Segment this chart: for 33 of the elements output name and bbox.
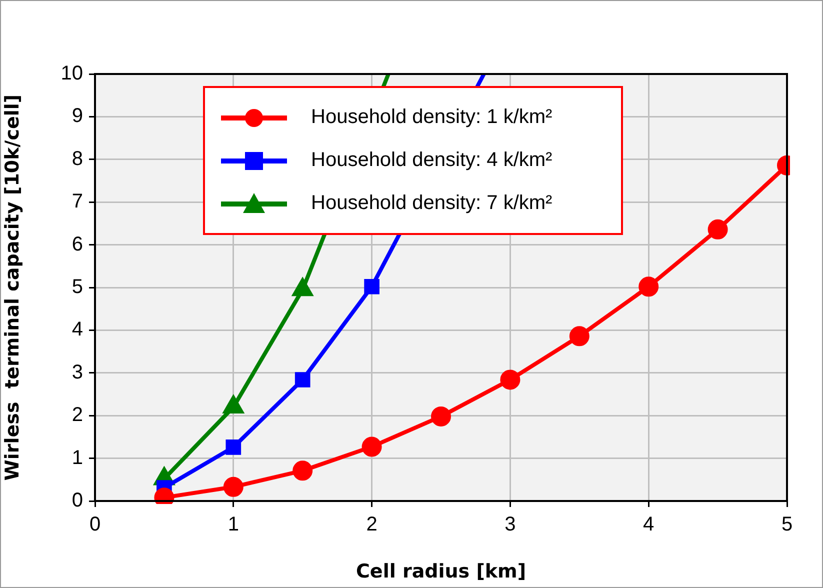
- point: [226, 440, 242, 455]
- y-tick-label: 4: [72, 318, 83, 341]
- point: [638, 276, 659, 297]
- legend-label: Household density: 7 k/km²: [311, 192, 552, 215]
- legend-label: Household density: 4 k/km²: [311, 149, 552, 172]
- y-tick-label: 1: [72, 446, 83, 469]
- point: [362, 436, 382, 457]
- x-tick-label: 2: [366, 514, 378, 536]
- y-tick-label: 0: [72, 490, 83, 512]
- x-tick-label: 1: [228, 514, 239, 536]
- y-axis-title: Wirless terminal capacity [10k/cell]: [1, 94, 24, 481]
- point: [294, 372, 310, 388]
- y-tick-label: 6: [72, 233, 83, 256]
- x-axis-title: Cell radius [km]: [356, 560, 526, 583]
- x-tick-label: 3: [504, 514, 516, 536]
- point: [431, 406, 451, 426]
- y-tick-label: 5: [72, 276, 83, 298]
- point: [500, 370, 520, 390]
- point: [292, 460, 313, 481]
- point: [569, 326, 590, 346]
- point: [223, 476, 244, 497]
- y-tick-label: 9: [72, 105, 83, 128]
- y-tick-label: 3: [72, 361, 83, 384]
- x-tick-label: 0: [89, 514, 101, 536]
- y-tick-label: 10: [60, 62, 83, 85]
- point: [708, 219, 728, 240]
- y-tick-label: 8: [72, 148, 83, 170]
- point: [364, 278, 380, 294]
- x-tick-label: 5: [781, 514, 793, 536]
- y-tick-label: 2: [72, 404, 83, 426]
- x-tick-label: 4: [643, 514, 654, 536]
- legend-label: Household density: 1 k/km²: [311, 106, 552, 129]
- y-tick-label: 7: [72, 190, 83, 213]
